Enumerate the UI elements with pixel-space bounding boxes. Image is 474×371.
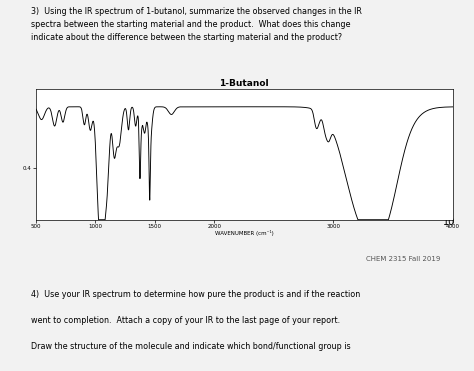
Text: 3)  Using the IR spectrum of 1-butanol, summarize the observed changes in the IR: 3) Using the IR spectrum of 1-butanol, s…	[31, 7, 362, 16]
Text: went to completion.  Attach a copy of your IR to the last page of your report.: went to completion. Attach a copy of you…	[31, 316, 340, 325]
Text: CHEM 2315 Fall 2019: CHEM 2315 Fall 2019	[366, 256, 441, 262]
Text: spectra between the starting material and the product.  What does this change: spectra between the starting material an…	[31, 20, 350, 29]
X-axis label: WAVENUMBER (cm⁻¹): WAVENUMBER (cm⁻¹)	[215, 230, 273, 236]
Text: Draw the structure of the molecule and indicate which bond/functional group is: Draw the structure of the molecule and i…	[31, 342, 350, 351]
Text: 4)  Use your IR spectrum to determine how pure the product is and if the reactio: 4) Use your IR spectrum to determine how…	[31, 290, 360, 299]
Text: indicate about the difference between the starting material and the product?: indicate about the difference between th…	[31, 33, 342, 42]
Title: 1-Butanol: 1-Butanol	[219, 79, 269, 88]
Text: 10: 10	[443, 217, 455, 227]
